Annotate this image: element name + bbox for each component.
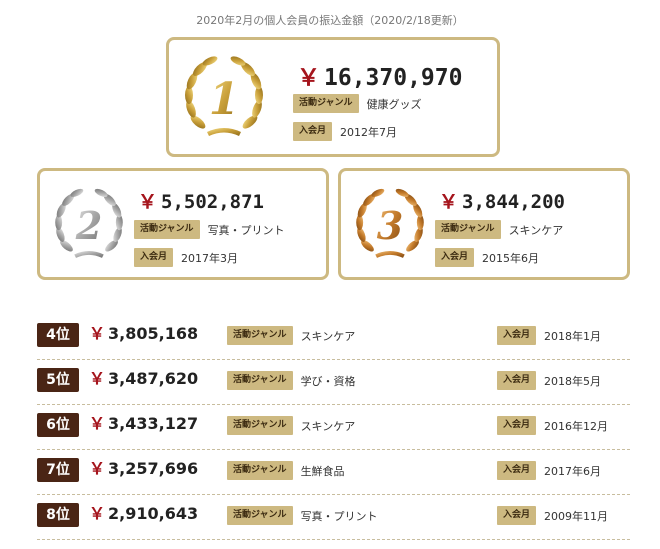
rank-joined: 入会月 2018年5月 [497, 371, 601, 390]
genre-tag: 活動ジャンル [435, 220, 501, 239]
genre-value: スキンケア [300, 329, 356, 343]
gold-wreath-icon: 1 [179, 52, 269, 144]
rank-3-amount: ￥ 3,844,200 [439, 187, 565, 214]
rank-amount: ￥ 2,910,643 [89, 503, 198, 525]
joined-tag: 入会月 [134, 248, 174, 267]
rank-numeral: 3 [377, 203, 404, 248]
joined-tag: 入会月 [293, 122, 333, 141]
genre-value: スキンケア [300, 419, 356, 433]
rank-1-amount: ￥ 16,370,970 [297, 58, 462, 92]
joined-tag: 入会月 [497, 461, 537, 480]
amount-value: 3,844,200 [462, 191, 565, 213]
rank-2-genre: 活動ジャンル 写真・プリント [134, 220, 285, 239]
rank-amount: ￥ 3,433,127 [89, 413, 198, 435]
amount-value: 16,370,970 [324, 65, 463, 91]
rank-1-joined: 入会月 2012年7月 [293, 122, 397, 141]
genre-value: 生鮮食品 [300, 464, 345, 478]
genre-value: 写真・プリント [207, 223, 285, 237]
rank-2-joined: 入会月 2017年3月 [134, 248, 238, 267]
rank-amount: ￥ 3,487,620 [89, 368, 198, 390]
yen-symbol: ￥ [89, 369, 106, 388]
amount-value: 3,257,696 [108, 459, 199, 478]
yen-symbol: ￥ [89, 414, 106, 433]
rank-genre: 活動ジャンル 写真・プリント [227, 506, 378, 525]
joined-tag: 入会月 [497, 326, 537, 345]
list-item: 5位 ￥ 3,487,620 活動ジャンル 学び・資格 入会月 2018年5月 [37, 360, 630, 405]
rank-amount: ￥ 3,257,696 [89, 458, 198, 480]
amount-value: 2,910,643 [108, 504, 199, 523]
joined-value: 2018年1月 [544, 329, 602, 343]
rank-genre: 活動ジャンル 学び・資格 [227, 371, 356, 390]
rank-3-joined: 入会月 2015年6月 [435, 248, 539, 267]
yen-symbol: ￥ [297, 65, 320, 91]
rank-genre: 活動ジャンル 生鮮食品 [227, 461, 345, 480]
rank-1-genre: 活動ジャンル 健康グッズ [293, 94, 422, 113]
rank-genre: 活動ジャンル スキンケア [227, 416, 355, 435]
rank-badge: 5位 [37, 368, 79, 392]
rank-3-card: 3 ￥ 3,844,200 活動ジャンル スキンケア 入会月 2015年6月 [338, 168, 630, 280]
amount-value: 3,805,168 [108, 324, 199, 343]
genre-tag: 活動ジャンル [293, 94, 359, 113]
genre-tag: 活動ジャンル [227, 416, 293, 435]
rank-badge: 6位 [37, 413, 79, 437]
genre-tag: 活動ジャンル [227, 326, 293, 345]
joined-tag: 入会月 [497, 371, 537, 390]
list-item: 7位 ￥ 3,257,696 活動ジャンル 生鮮食品 入会月 2017年6月 [37, 450, 630, 495]
rank-badge: 7位 [37, 458, 79, 482]
joined-tag: 入会月 [497, 416, 537, 435]
ranking-caption: 2020年2月の個人会員の振込金額（2020/2/18更新） [196, 14, 464, 27]
rank-joined: 入会月 2018年1月 [497, 326, 601, 345]
rank-genre: 活動ジャンル スキンケア [227, 326, 355, 345]
yen-symbol: ￥ [89, 324, 106, 343]
rank-numeral: 1 [209, 74, 240, 125]
joined-value: 2015年6月 [482, 251, 540, 265]
genre-value: 健康グッズ [366, 97, 422, 111]
joined-value: 2018年5月 [544, 374, 602, 388]
genre-value: 学び・資格 [300, 374, 356, 388]
rank-numeral: 2 [75, 203, 103, 248]
silver-wreath-icon: 2 [50, 185, 128, 265]
rank-3-genre: 活動ジャンル スキンケア [435, 220, 563, 239]
rank-joined: 入会月 2009年11月 [497, 506, 608, 525]
rank-2-amount: ￥ 5,502,871 [138, 187, 264, 214]
joined-value: 2017年3月 [181, 251, 239, 265]
rank-list: 4位 ￥ 3,805,168 活動ジャンル スキンケア 入会月 2018年1月 5位 … [37, 315, 630, 540]
joined-tag: 入会月 [435, 248, 475, 267]
rank-joined: 入会月 2017年6月 [497, 461, 601, 480]
genre-tag: 活動ジャンル [227, 371, 293, 390]
genre-tag: 活動ジャンル [227, 461, 293, 480]
joined-value: 2017年6月 [544, 464, 602, 478]
genre-value: 写真・プリント [300, 509, 378, 523]
joined-value: 2016年12月 [544, 419, 609, 433]
list-item: 8位 ￥ 2,910,643 活動ジャンル 写真・プリント 入会月 2009年11月 [37, 495, 630, 540]
joined-value: 2012年7月 [340, 125, 398, 139]
genre-value: スキンケア [508, 223, 564, 237]
yen-symbol: ￥ [439, 191, 459, 213]
joined-value: 2009年11月 [544, 509, 609, 523]
genre-tag: 活動ジャンル [134, 220, 200, 239]
rank-amount: ￥ 3,805,168 [89, 323, 198, 345]
rank-1-card: 1 ￥ 16,370,970 活動ジャンル 健康グッズ 入会月 2012年7月 [166, 37, 500, 157]
bronze-wreath-icon: 3 [351, 185, 429, 265]
genre-tag: 活動ジャンル [227, 506, 293, 525]
amount-value: 3,487,620 [108, 369, 199, 388]
yen-symbol: ￥ [89, 459, 106, 478]
rank-badge: 4位 [37, 323, 79, 347]
yen-symbol: ￥ [89, 504, 106, 523]
yen-symbol: ￥ [138, 191, 158, 213]
joined-tag: 入会月 [497, 506, 537, 525]
amount-value: 3,433,127 [108, 414, 199, 433]
rank-joined: 入会月 2016年12月 [497, 416, 608, 435]
list-item: 4位 ￥ 3,805,168 活動ジャンル スキンケア 入会月 2018年1月 [37, 315, 630, 360]
amount-value: 5,502,871 [161, 191, 264, 213]
rank-2-card: 2 ￥ 5,502,871 活動ジャンル 写真・プリント 入会月 2017年3月 [37, 168, 329, 280]
rank-badge: 8位 [37, 503, 79, 527]
list-item: 6位 ￥ 3,433,127 活動ジャンル スキンケア 入会月 2016年12月 [37, 405, 630, 450]
